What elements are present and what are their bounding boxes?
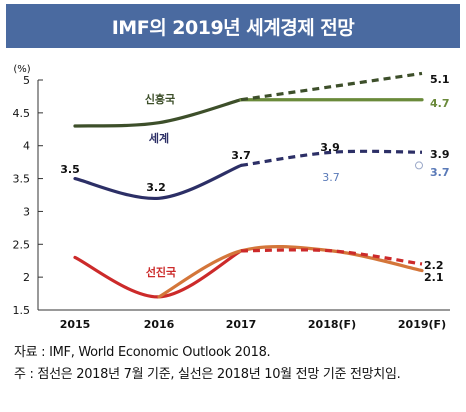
source-note: 자료 : IMF, World Economic Outlook 2018. — [14, 345, 271, 360]
data-label-world-2018-october: 3.7 — [322, 171, 340, 184]
y-unit-label: (%) — [13, 64, 30, 75]
data-label-emerging-july: 5.1 — [430, 73, 450, 86]
x-tick-label: 2019(F) — [398, 318, 446, 331]
data-label-world-october: 3.7 — [430, 166, 450, 179]
data-label-world-july: 3.9 — [430, 148, 450, 161]
series-line-advanced-july — [240, 248, 423, 266]
series-label-advanced: 선진국 — [146, 265, 176, 279]
notes: 자료 : IMF, World Economic Outlook 2018. 주… — [14, 342, 401, 386]
footnote: 주 : 점선은 2018년 7월 기준, 실선은 2018년 10월 전망 기준… — [14, 367, 401, 382]
data-label-advanced-july: 2.2 — [424, 259, 444, 272]
data-label-emerging-october: 4.7 — [430, 97, 450, 110]
y-tick-label: 2 — [23, 271, 30, 284]
series-line-world-july — [240, 149, 423, 168]
data-label-world-2016: 3.2 — [146, 181, 166, 194]
x-tick-label: 2016 — [144, 318, 175, 331]
data-label-world-2018-july: 3.9 — [320, 141, 340, 154]
line-chart: (%) 1.5 2 2.5 3 3.5 4 4.5 5 2015 2016 2017 2018(F) 20… — [13, 64, 450, 331]
data-label-advanced-october: 2.1 — [424, 271, 444, 284]
x-tick-label: 2015 — [60, 318, 91, 331]
y-tick-label: 3 — [23, 205, 30, 218]
data-label-world-2015: 3.5 — [60, 163, 80, 176]
series-line-emerging — [73, 98, 243, 128]
x-tick-label: 2017 — [226, 318, 257, 331]
y-tick-label: 5 — [23, 74, 30, 87]
data-label-world-2017: 3.7 — [231, 149, 251, 162]
x-tick-label: 2018(F) — [308, 318, 356, 331]
series-line-world — [73, 163, 243, 200]
series-line-advanced-october — [157, 244, 424, 299]
series-label-world: 세계 — [149, 131, 169, 145]
series-label-emerging: 신흥국 — [145, 92, 175, 106]
y-tick-label: 3.5 — [13, 173, 31, 186]
world-october-point — [415, 161, 423, 170]
y-tick-label: 4 — [23, 140, 30, 153]
chart-title: IMF의 2019년 세계경제 전망 — [6, 4, 460, 48]
y-tick-label: 1.5 — [13, 304, 31, 317]
series-line-emerging-july — [240, 71, 423, 102]
y-tick-label: 4.5 — [13, 107, 31, 120]
y-tick-label: 2.5 — [13, 238, 31, 251]
